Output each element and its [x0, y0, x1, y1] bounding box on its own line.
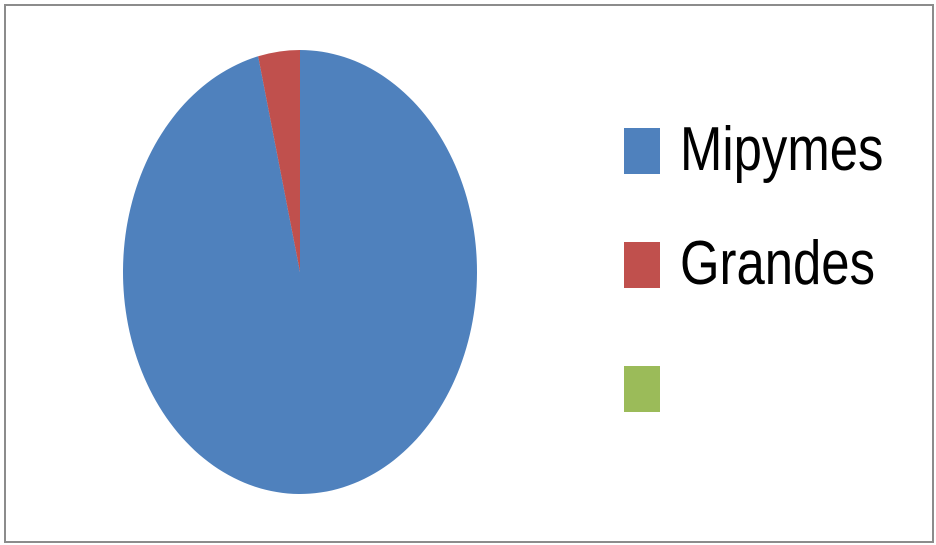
- legend-swatch-third-series: [624, 366, 660, 412]
- pie-slice-mipymes: [123, 50, 478, 495]
- legend-label-mipymes: Mipymes: [680, 115, 884, 184]
- pie-slice-grandes: [258, 50, 300, 272]
- legend-label-grandes: Grandes: [680, 229, 876, 298]
- legend-swatch-mipymes: [624, 128, 660, 174]
- legend-item-third-series: [624, 356, 924, 480]
- legend-swatch-grandes: [624, 242, 660, 288]
- legend-item-mipymes: Mipymes: [624, 115, 924, 242]
- chart-legend: Mipymes Grandes: [624, 115, 924, 480]
- legend-item-grandes: Grandes: [624, 229, 924, 356]
